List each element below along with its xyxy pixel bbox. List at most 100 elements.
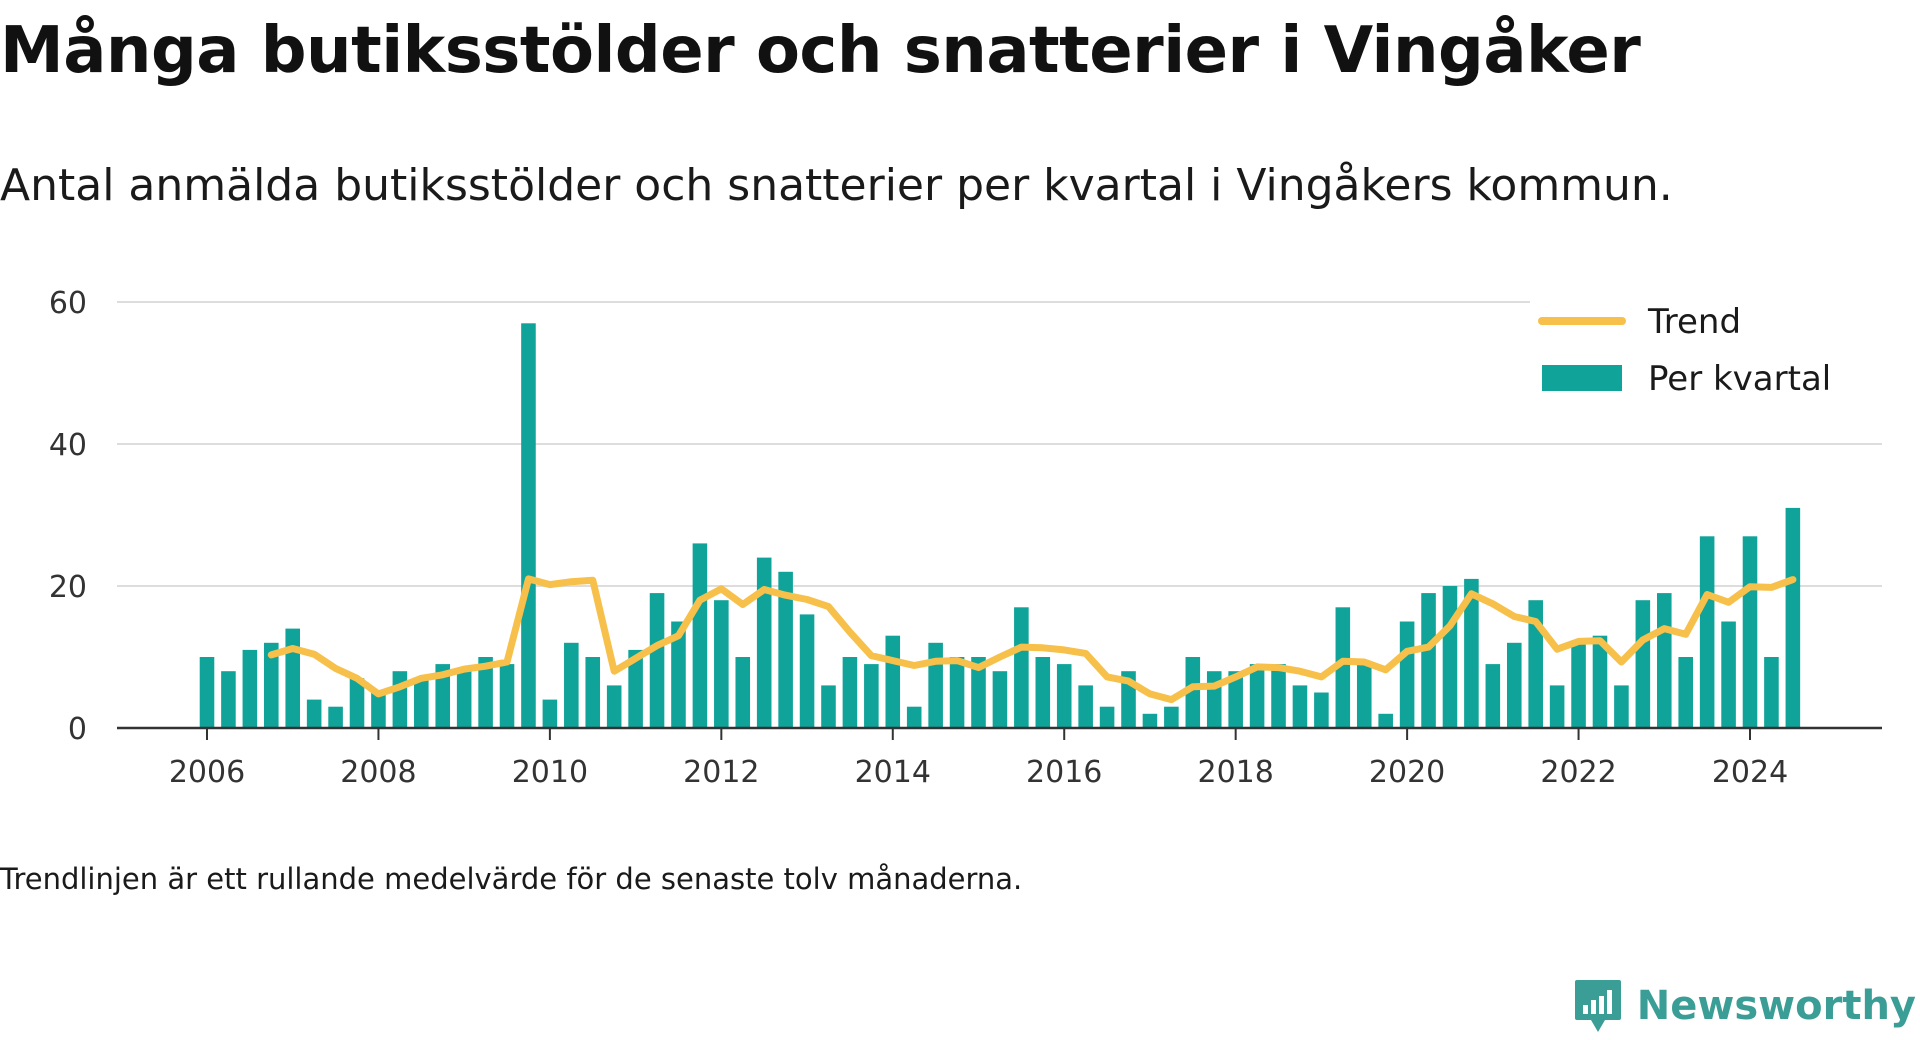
bar-2014Q3 (928, 642, 943, 728)
y-tick-label: 20 (49, 570, 87, 605)
footnote: Trendlinjen är ett rullande medelvärde f… (0, 862, 1023, 896)
bar-2007Q4 (349, 678, 365, 728)
chart-subtitle: Antal anmälda butiksstölder och snatteri… (0, 160, 1673, 211)
bar-2013Q2 (821, 685, 836, 728)
bar-2011Q3 (671, 621, 686, 728)
bar-2009Q4 (521, 323, 536, 728)
bar-2022Q1 (1571, 642, 1586, 728)
bar-2024Q3 (1785, 507, 1801, 728)
bar-2007Q1 (285, 628, 301, 728)
bar-2018Q4 (1292, 685, 1308, 728)
x-tick-label: 2016 (1026, 755, 1102, 790)
bar-2023Q4 (1721, 621, 1736, 728)
x-tick-label: 2022 (1540, 755, 1616, 790)
bar-2016Q3 (1099, 706, 1115, 728)
x-axis-ticks: 2006 2008 2010 2012 2014 2016 2018 2020 2022 2024 (169, 728, 1788, 790)
x-tick-label: 2018 (1197, 755, 1273, 790)
bar-2021Q4 (1549, 685, 1565, 728)
bar-2017Q4 (1206, 671, 1222, 728)
bar-2012Q2 (735, 657, 751, 728)
bar-2020Q4 (1464, 578, 1479, 728)
bar-2008Q1 (371, 692, 386, 728)
bar-2010Q1 (542, 699, 558, 728)
y-tick-label: 0 (68, 712, 87, 747)
bar-2015Q4 (1035, 657, 1051, 728)
bar-2021Q3 (1528, 600, 1543, 728)
bar-2006Q1 (199, 657, 215, 728)
bar-2020Q2 (1421, 593, 1436, 728)
legend-swatch-per-kvartal (1542, 365, 1622, 391)
brand-name: Newsworthy (1636, 983, 1916, 1029)
bar-2009Q1 (456, 671, 472, 728)
bar-2006Q4 (264, 642, 279, 728)
bar-2017Q1 (1142, 713, 1158, 728)
bar-2018Q3 (1271, 664, 1286, 728)
bar-2023Q1 (1656, 593, 1672, 728)
x-tick-label: 2008 (340, 755, 416, 790)
bar-2007Q3 (328, 706, 343, 728)
bar-2021Q1 (1485, 664, 1501, 728)
bar-2012Q4 (778, 571, 793, 728)
bar-2015Q3 (1014, 607, 1029, 728)
bar-2009Q3 (499, 664, 515, 728)
bar-2017Q3 (1185, 657, 1201, 728)
chart-legend: Trend Per kvartal (1530, 300, 1888, 410)
y-tick-label: 60 (49, 286, 87, 321)
bar-2020Q1 (1399, 621, 1415, 728)
bar-2022Q4 (1635, 600, 1651, 728)
bar-2011Q4 (692, 543, 708, 728)
bar-2022Q3 (1614, 685, 1629, 728)
bar-2019Q3 (1356, 664, 1372, 728)
bar-2018Q1 (1228, 671, 1243, 728)
bar-2008Q3 (414, 678, 429, 728)
bar-2008Q4 (435, 664, 451, 728)
y-tick-label: 40 (49, 428, 87, 463)
bar-2024Q2 (1764, 657, 1779, 728)
bar-2023Q2 (1678, 657, 1693, 728)
brand-logo[interactable]: Newsworthy (1573, 978, 1916, 1034)
bar-2020Q3 (1442, 586, 1458, 728)
bar-2006Q3 (242, 649, 258, 728)
line-series-trend (267, 575, 1797, 704)
x-tick-label: 2020 (1369, 755, 1445, 790)
bar-2010Q3 (585, 657, 601, 728)
chart-title: Många butiksstölder och snatterier i Vin… (0, 14, 1641, 88)
x-tick-label: 2024 (1712, 755, 1788, 790)
legend-label-trend: Trend (1647, 302, 1741, 342)
bar-2006Q2 (221, 671, 236, 728)
x-tick-label: 2006 (169, 755, 245, 790)
bar-2011Q2 (649, 593, 665, 728)
bar-2009Q2 (478, 657, 493, 728)
bar-2014Q1 (885, 635, 901, 728)
y-axis-ticks: 0 20 40 60 (49, 286, 87, 747)
x-tick-label: 2010 (512, 755, 588, 790)
newsworthy-logo-icon (1574, 980, 1621, 1032)
bar-2016Q1 (1056, 664, 1072, 728)
bar-2012Q1 (714, 600, 729, 728)
bar-2022Q2 (1592, 635, 1608, 728)
bar-2019Q2 (1335, 607, 1351, 728)
bar-2023Q3 (1699, 536, 1715, 728)
bar-2014Q2 (906, 706, 922, 728)
bar-2019Q1 (1314, 692, 1329, 728)
x-tick-label: 2012 (683, 755, 759, 790)
bar-2017Q2 (1164, 706, 1179, 728)
trend-line (267, 575, 1797, 704)
bar-2024Q1 (1742, 536, 1758, 728)
x-tick-label: 2014 (855, 755, 931, 790)
bar-2019Q4 (1378, 713, 1393, 728)
bar-2016Q2 (1078, 685, 1093, 728)
bar-2010Q2 (564, 642, 579, 728)
bar-2012Q3 (756, 557, 772, 728)
bar-2021Q2 (1506, 642, 1522, 728)
bar-2013Q1 (799, 614, 815, 728)
bar-2015Q1 (971, 657, 986, 728)
legend-label-per-kvartal: Per kvartal (1648, 359, 1831, 399)
bar-2013Q3 (842, 657, 858, 728)
bar-2013Q4 (864, 664, 879, 728)
bar-2014Q4 (949, 657, 965, 728)
bar-2018Q2 (1249, 664, 1265, 728)
bar-2008Q2 (392, 671, 408, 728)
bar-2015Q2 (992, 671, 1008, 728)
bar-line-chart: 0 20 40 60 2006 2008 2010 2012 2014 2016 2018 2020… (49, 286, 1888, 790)
